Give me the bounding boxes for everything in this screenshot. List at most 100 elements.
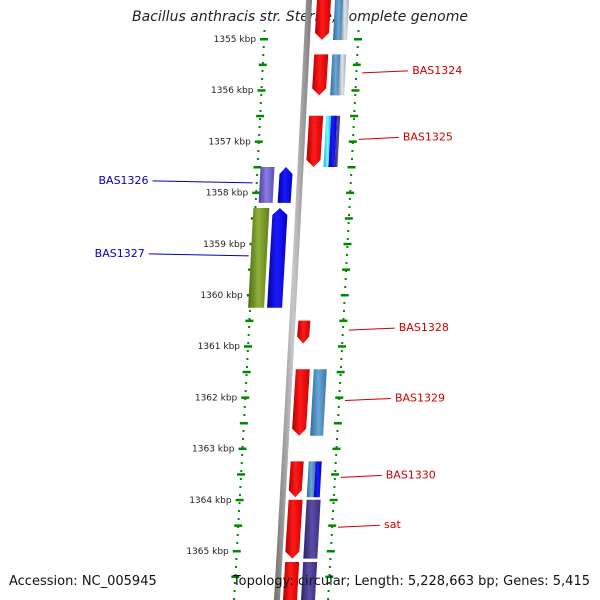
gene-block-partial	[332, 0, 344, 40]
scale-tick	[245, 319, 254, 323]
gene-arrow-sat	[285, 499, 303, 559]
scale-tick	[343, 242, 352, 246]
gene-block-bas1330	[313, 461, 322, 498]
scale-tick	[333, 422, 342, 425]
tick-label: 1364 kbp	[189, 496, 232, 506]
gene-leader-line	[348, 327, 395, 331]
scale-tick	[346, 191, 355, 195]
scale-tick	[244, 345, 253, 348]
gene-block-bas1324	[338, 54, 347, 96]
scale-tick	[326, 550, 335, 553]
scale-tick	[238, 447, 247, 451]
scale-tick	[352, 63, 361, 67]
gene-leader-line	[362, 70, 409, 74]
tick-label: 1357 kbp	[208, 137, 251, 147]
gene-leader-line	[358, 136, 399, 140]
genome-backbone	[274, 0, 312, 600]
gene-block-bas1325	[328, 115, 338, 167]
gene-leader-line	[152, 180, 253, 184]
gene-block-partial	[301, 562, 318, 600]
scale-tick	[242, 370, 251, 374]
scale-tick	[340, 294, 349, 297]
gene-label-bas1325: BAS1325	[403, 130, 453, 143]
scale-tick	[348, 140, 357, 143]
scale-tick	[338, 345, 347, 348]
gene-block-bas1324	[330, 54, 342, 96]
gene-label-bas1327: BAS1327	[95, 247, 145, 260]
scale-tick	[260, 38, 269, 41]
gene-block-bas1330	[306, 461, 316, 498]
gene-arrow-bas1326	[258, 167, 275, 203]
scale-tick	[329, 498, 338, 502]
scale-tick	[336, 370, 345, 374]
gene-block-bas1329	[310, 369, 327, 436]
gene-arrow-bas1330	[288, 461, 304, 498]
gene-arrow-bas1329	[292, 369, 310, 436]
tick-label: 1360 kbp	[200, 291, 243, 301]
tick-label: 1362 kbp	[195, 393, 238, 403]
tick-layer: 1355 kbp 1356 kbp 1357 kbp 1358 kbp 1359 kbp…	[186, 30, 363, 600]
scale-tick	[354, 38, 363, 41]
scale-tick	[332, 447, 341, 451]
gene-block-bas1327	[267, 207, 288, 308]
gene-label-bas1326: BAS1326	[99, 174, 149, 187]
map-title: Bacillus anthracis str. Sterne, complete…	[132, 9, 468, 25]
scale-tick	[254, 140, 263, 143]
gene-arrow-bas1325	[306, 115, 324, 167]
scale-tick	[256, 114, 265, 118]
gene-block-bas1325	[323, 115, 332, 167]
scale-tick	[335, 396, 344, 399]
scale-tick	[325, 575, 334, 579]
tick-label: 1355 kbp	[214, 35, 257, 45]
scale-tick	[241, 396, 250, 399]
scale-tick	[235, 498, 244, 502]
accession-label: Accession: NC_005945	[9, 574, 157, 589]
gene-leader-line	[340, 474, 382, 478]
scale-tick	[347, 166, 356, 169]
scale-tick	[339, 319, 348, 323]
scale-tick	[253, 166, 262, 169]
gene-leader-line	[337, 524, 381, 528]
scale-tick	[342, 268, 351, 271]
gene-arrow-partial	[314, 0, 331, 40]
scale-tick	[331, 473, 340, 476]
gene-arrow-bas1324	[312, 54, 329, 96]
scale-tick	[257, 89, 266, 92]
gene-label-bas1328: BAS1328	[399, 321, 449, 334]
gene-block-sat	[303, 499, 321, 559]
scale-tick	[328, 524, 337, 527]
tick-label: 1363 kbp	[192, 445, 235, 455]
scale-tick	[350, 114, 359, 118]
label-layer: BAS1324 BAS1325 BAS1326 BAS1327 BAS1328 BAS13…	[95, 64, 463, 531]
gene-label-bas1324: BAS1324	[412, 64, 462, 77]
tick-label: 1361 kbp	[198, 342, 241, 352]
scale-tick	[252, 191, 261, 195]
topology-label: Topology: circular; Length: 5,228,663 bp…	[232, 574, 590, 589]
tick-label: 1356 kbp	[211, 86, 254, 96]
tick-label: 1365 kbp	[186, 547, 229, 557]
gene-layer	[248, 0, 349, 600]
gene-label-bas1330: BAS1330	[386, 468, 436, 481]
scale-tick	[232, 550, 241, 553]
gene-leader-line	[148, 253, 249, 257]
gene-block-partial	[340, 0, 349, 40]
tick-label: 1359 kbp	[203, 240, 246, 250]
scale-tick	[258, 63, 267, 67]
scale-tick	[351, 89, 360, 92]
tick-label: 1358 kbp	[206, 189, 249, 199]
scale-tick	[239, 422, 248, 425]
gene-arrow-bas1328	[297, 320, 311, 344]
gene-leader-line	[344, 398, 391, 402]
scale-tick	[344, 217, 353, 220]
gene-block-bas1325	[334, 115, 341, 167]
gene-label-sat: sat	[384, 518, 401, 531]
scale-tick	[237, 473, 246, 476]
scale-tick	[231, 575, 240, 579]
backbone-layer	[274, 0, 312, 600]
gene-arrow-partial	[283, 562, 300, 600]
gene-label-bas1329: BAS1329	[395, 392, 445, 405]
gene-arrow-bas1327	[248, 207, 270, 308]
gene-block-bas1326	[277, 167, 293, 203]
scale-tick	[234, 524, 243, 527]
